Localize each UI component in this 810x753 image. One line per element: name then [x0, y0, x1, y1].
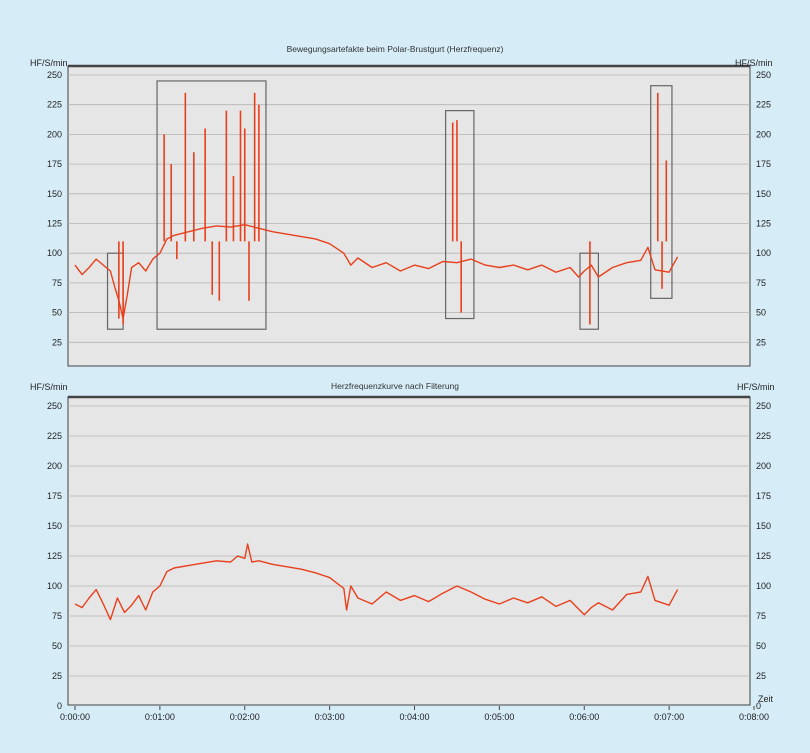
bottom-ytick-right: 150 [756, 521, 771, 531]
top-ytick-left: 100 [47, 248, 62, 258]
bottom-ytick-right: 50 [756, 641, 766, 651]
top-ytick-left: 150 [47, 189, 62, 199]
top-ytick-right: 225 [756, 100, 771, 110]
artifact-box [445, 110, 475, 320]
bottom-ytick-left: 50 [52, 641, 62, 651]
artifact-box [650, 85, 673, 299]
top-ytick-left: 25 [52, 337, 62, 347]
top-ytick-right: 250 [756, 70, 771, 80]
top-ytick-right: 100 [756, 248, 771, 258]
top-ytick-left: 50 [52, 308, 62, 318]
bottom-ytick-left: 75 [52, 611, 62, 621]
top-ytick-right: 150 [756, 189, 771, 199]
x-tick-label: 0:03:00 [315, 712, 345, 722]
bottom-ylabel-left: HF/S/min [30, 382, 68, 392]
bottom-ytick-right: 125 [756, 551, 771, 561]
top-ytick-left: 125 [47, 219, 62, 229]
top-ytick-right: 175 [756, 159, 771, 169]
top-ytick-right: 75 [756, 278, 766, 288]
bottom-ytick-left: 125 [47, 551, 62, 561]
x-tick-label: 0:06:00 [569, 712, 599, 722]
bottom-ytick-right: 25 [756, 671, 766, 681]
bottom-ytick-left: 200 [47, 461, 62, 471]
top-tick-labels: 25 25 50 50 75 75 100 100 125 125 150 150 175 175 200 2… [47, 70, 771, 347]
bottom-ytick-right: 0 [756, 701, 761, 711]
x-tick-label: 0:01:00 [145, 712, 175, 722]
bottom-ytick-right: 250 [756, 401, 771, 411]
bottom-ytick-right: 100 [756, 581, 771, 591]
x-tick-label: 0:04:00 [399, 712, 429, 722]
bottom-ytick-left: 150 [47, 521, 62, 531]
bottom-ytick-left: 25 [52, 671, 62, 681]
bottom-ytick-left: 225 [47, 431, 62, 441]
top-ytick-left: 75 [52, 278, 62, 288]
bottom-tick-labels: 0 0 25 25 50 50 75 75 100 100 125 125 150 150 175 175 20… [47, 401, 771, 711]
top-ytick-left: 175 [47, 159, 62, 169]
bottom-ytick-right: 175 [756, 491, 771, 501]
top-ytick-left: 225 [47, 100, 62, 110]
bottom-x-tick-labels: 0:00:00 0:01:00 0:02:00 0:03:00 0:04:00 0:05:… [60, 706, 769, 722]
bottom-ytick-right: 225 [756, 431, 771, 441]
x-tick-label: 0:02:00 [230, 712, 260, 722]
bottom-ytick-left: 175 [47, 491, 62, 501]
x-tick-label: 0:08:00 [739, 712, 769, 722]
top-ytick-right: 200 [756, 129, 771, 139]
top-ytick-left: 250 [47, 70, 62, 80]
x-tick-label: 0:00:00 [60, 712, 90, 722]
bottom-plot-area [67, 396, 751, 706]
bottom-xlabel: Zeit [758, 694, 774, 704]
top-ylabel-right: HF/S/min [735, 58, 773, 68]
top-ytick-right: 25 [756, 337, 766, 347]
top-ytick-right: 125 [756, 219, 771, 229]
bottom-ylabel-right: HF/S/min [737, 382, 775, 392]
bottom-chart-title: Herzfrequenzkurve nach Filterung [331, 381, 459, 391]
bottom-series-line [74, 543, 679, 621]
x-tick-label: 0:05:00 [484, 712, 514, 722]
top-ytick-left: 200 [47, 129, 62, 139]
top-ylabel-left: HF/S/min [30, 58, 68, 68]
top-spikes [118, 92, 668, 325]
top-plot-area [67, 65, 751, 367]
top-chart-title: Bewegungsartefakte beim Polar-Brustgurt … [287, 44, 504, 54]
bottom-ytick-left: 0 [57, 701, 62, 711]
x-tick-label: 0:07:00 [654, 712, 684, 722]
artifact-box [156, 80, 267, 330]
bottom-ytick-left: 100 [47, 581, 62, 591]
top-ytick-right: 50 [756, 308, 766, 318]
bottom-ytick-right: 200 [756, 461, 771, 471]
bottom-ytick-left: 250 [47, 401, 62, 411]
top-grid [68, 74, 750, 343]
bottom-grid [68, 405, 750, 677]
bottom-ytick-right: 75 [756, 611, 766, 621]
top-series-line [74, 224, 679, 320]
